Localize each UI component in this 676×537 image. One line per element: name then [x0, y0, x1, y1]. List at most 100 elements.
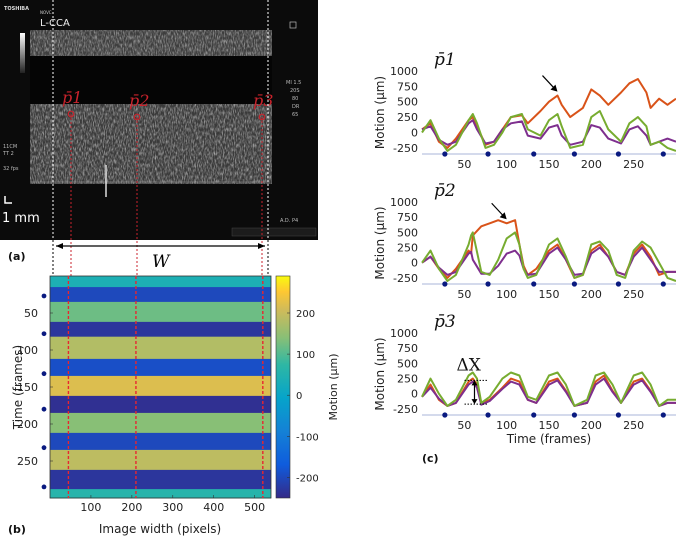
x-tick-label: 100	[496, 288, 517, 301]
heatmap-band	[50, 375, 271, 397]
left-label: 11CM	[3, 144, 17, 150]
line-chart-p3: 1000 750 500 250 0 -250 50 100 150 200 250 Motion (…	[373, 312, 676, 446]
vessel-lumen	[30, 56, 272, 104]
series-line	[421, 119, 676, 146]
heatmap-band	[50, 489, 271, 499]
cycle-dot	[660, 281, 666, 287]
marker-p2-label: p̄2	[129, 91, 149, 110]
marker-p3-label: p̄3	[253, 91, 273, 110]
heatmap-y-tick-label: 100	[17, 344, 38, 357]
heatmap-band	[50, 336, 271, 360]
chart-title: p̄1	[434, 50, 456, 70]
y-tick-label: 750	[397, 80, 418, 93]
y-tick-label: -250	[393, 403, 418, 416]
y-tick-label: 250	[397, 373, 418, 386]
y-tick-label: 500	[397, 96, 418, 109]
cycle-dot	[615, 151, 622, 157]
x-tick-label: 50	[457, 288, 471, 301]
marker-p2-dot	[133, 113, 141, 121]
panel-label-c: (c)	[422, 452, 439, 465]
x-tick-label: 250	[623, 288, 644, 301]
heatmap-band	[50, 432, 271, 451]
series-line	[421, 110, 676, 152]
heatmap-band	[50, 395, 271, 414]
y-tick-label: 1000	[390, 196, 418, 209]
cycle-dot	[571, 412, 578, 418]
side-label: MI 1.5	[286, 80, 301, 86]
brand-text: TOSHIBA	[4, 6, 29, 12]
x-tick-label: 150	[539, 419, 560, 432]
cycle-dot	[442, 281, 448, 287]
heatmap-y-tick-label: 150	[17, 381, 38, 394]
heatmap-marker-columns	[67, 276, 264, 498]
marker-p1-label: p̄1	[62, 88, 82, 107]
cycle-dot	[485, 281, 491, 287]
cycle-dot	[531, 151, 537, 157]
side-label: 20S	[290, 88, 300, 94]
series-line	[421, 231, 676, 282]
heatmap-bands	[50, 276, 271, 499]
x-tick-label: 200	[581, 288, 602, 301]
brand-sub-text: NOVC	[40, 10, 52, 15]
marker-p3-dot	[258, 113, 266, 121]
cycle-dot	[660, 412, 666, 418]
heatmap-y-tick-label: 250	[17, 455, 38, 468]
guide-lines	[52, 0, 269, 276]
x-tick-label: 100	[496, 419, 517, 432]
heatmap-band	[50, 412, 271, 434]
bottom-toolbar	[231, 227, 317, 237]
heatmap-y-tick-label: 200	[17, 418, 38, 431]
x-tick-label: 150	[539, 288, 560, 301]
heatmap-cycle-dot	[41, 445, 47, 451]
y-axis-label: Motion (µm)	[373, 337, 387, 410]
y-tick-label: 0	[411, 257, 418, 270]
colorbar-label: Motion (µm)	[327, 353, 340, 420]
x-tick-label: 150	[539, 158, 560, 171]
x-tick-label: 50	[457, 158, 471, 171]
x-tick-label: 250	[623, 419, 644, 432]
heatmap-cycle-dot	[41, 331, 47, 337]
cycle-dot	[571, 281, 578, 287]
cycle-dot	[571, 151, 578, 157]
width-arrow: W	[56, 243, 265, 272]
heatmap-cycle-dot	[41, 484, 47, 490]
delta-arrow-up-icon	[471, 380, 478, 386]
side-labels: MI 1.5 20S 80 DR 65	[286, 21, 301, 118]
cycle-dot	[485, 151, 491, 157]
heatmap-band	[50, 287, 271, 303]
cycle-dot	[442, 412, 448, 418]
left-labels: 11CM TT 2 32 fps	[2, 144, 19, 172]
ultrasound-panel: TOSHIBA NOVC L-CCA MI 1.5 20S 80 DR 65 1…	[0, 0, 318, 240]
y-tick-label: 500	[397, 226, 418, 239]
heatmap-band	[50, 321, 271, 338]
side-label: 65	[292, 112, 298, 118]
colorbar-tick-label: 0	[296, 391, 302, 402]
colorbar-tick-label: -200	[296, 473, 319, 484]
cycle-dot	[615, 281, 622, 287]
side-label: DR	[292, 104, 300, 110]
heatmap-band	[50, 358, 271, 377]
marker-p1-dot	[67, 110, 75, 118]
left-label: 32 fps	[3, 166, 19, 172]
line-chart-p2: 1000 750 500 250 0 -250 50 100 150 200 250 Motion (…	[373, 181, 676, 301]
series-line	[421, 219, 676, 279]
width-label: W	[152, 252, 171, 272]
y-tick-label: 0	[411, 126, 418, 139]
vessel-label: L-CCA	[40, 18, 70, 29]
x-tick-label: 100	[496, 158, 517, 171]
cycle-dot	[442, 151, 448, 157]
y-tick-label: 0	[411, 388, 418, 401]
heatmap-y-label: Time (frames)	[11, 345, 25, 430]
chart-title: p̄2	[434, 181, 456, 201]
heatmap-x-ticks: 100 200 300 400 500	[80, 495, 265, 514]
heatmap-cycle-dot	[41, 406, 47, 412]
annotation-arrowhead-icon	[499, 212, 507, 220]
bottom-right-label: A.D. P4	[280, 218, 298, 224]
heatmap-x-tick-label: 500	[244, 501, 265, 514]
y-tick-label: -250	[393, 142, 418, 155]
heatmap-band	[50, 469, 271, 490]
heatmap-x-tick-label: 200	[121, 501, 142, 514]
x-axis-label: Time (frames)	[506, 432, 591, 446]
panel-label-b: (b)	[8, 523, 26, 536]
y-tick-label: 1000	[390, 65, 418, 78]
